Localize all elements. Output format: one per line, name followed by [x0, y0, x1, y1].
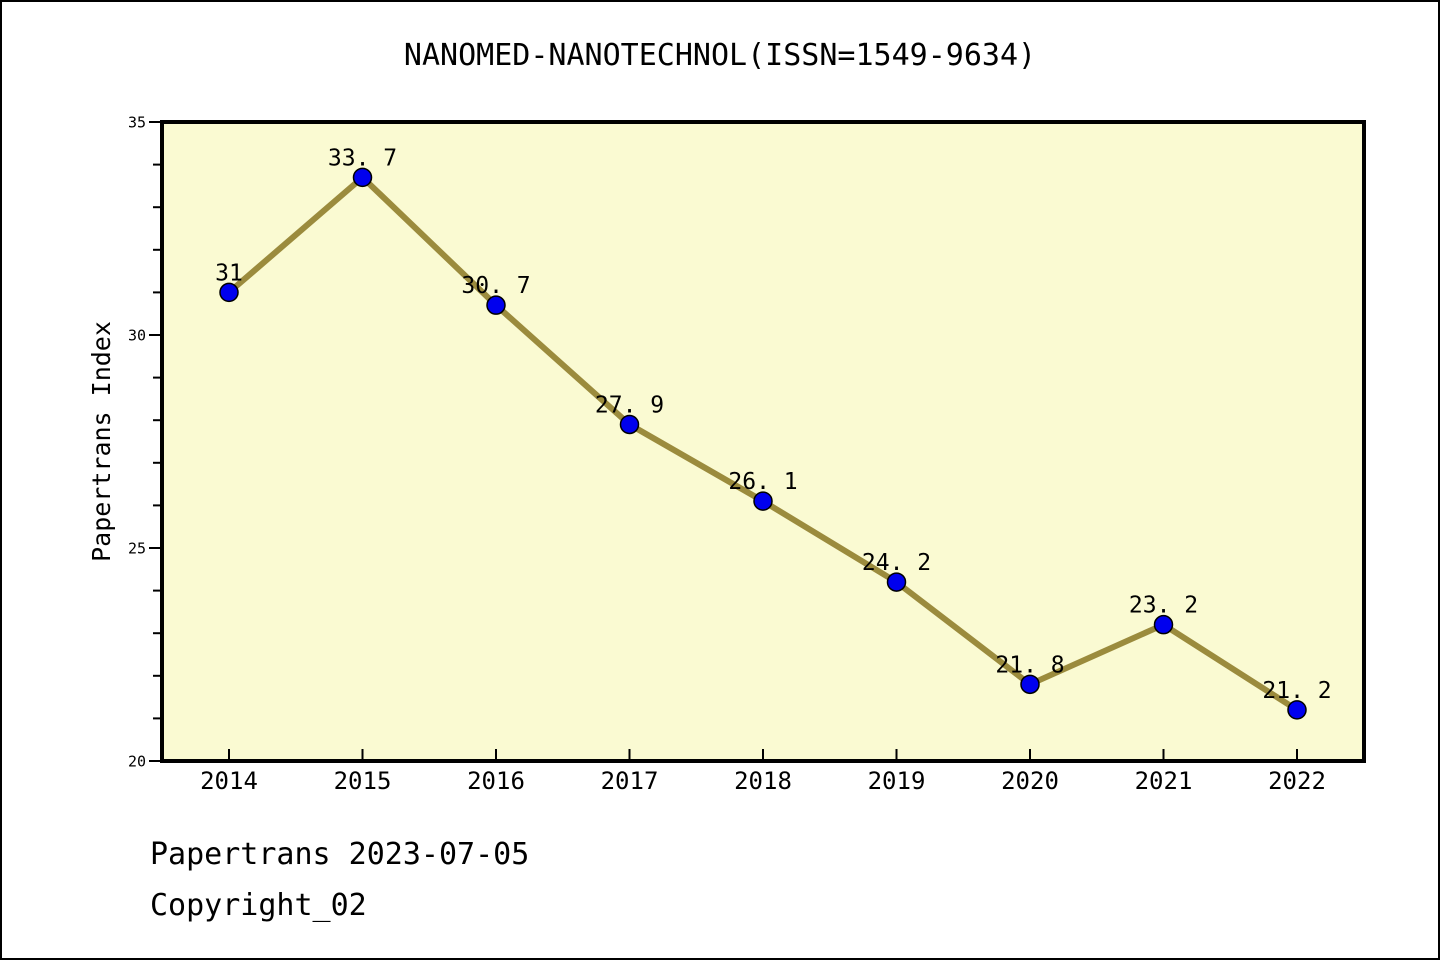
data-point [219, 282, 239, 303]
footer-copyright: Copyright_02 [150, 888, 367, 923]
data-point-label: 27. 9 [595, 392, 664, 418]
x-tick-label: 2022 [1268, 767, 1326, 795]
x-tick-label: 2017 [601, 767, 659, 795]
x-tick-label: 2018 [734, 767, 792, 795]
y-tick-label: 25 [128, 539, 146, 557]
data-point [1020, 674, 1040, 695]
y-tick-label: 20 [128, 752, 146, 770]
data-point-label: 26. 1 [728, 469, 797, 495]
data-point-label: 33. 7 [328, 145, 397, 171]
y-tick-label: 30 [128, 326, 146, 344]
footer-source-date: Papertrans 2023-07-05 [150, 837, 530, 872]
plot-area [160, 120, 1366, 763]
data-point [1287, 700, 1307, 720]
data-point [619, 414, 640, 435]
data-point [352, 167, 373, 188]
x-tick-label: 2015 [334, 767, 392, 795]
y-tick-label: 35 [128, 113, 146, 131]
chart-title: NANOMED-NANOTECHNOL(ISSN=1549-9634) [403, 38, 1037, 73]
x-tick-label: 2016 [467, 767, 525, 795]
data-point-label: 31 [215, 260, 243, 286]
data-point-label: 21. 2 [1262, 678, 1331, 704]
data-point-label: 21. 8 [995, 652, 1064, 678]
data-point [753, 491, 773, 511]
data-point [1153, 614, 1174, 635]
data-point [486, 295, 506, 315]
x-tick-label: 2019 [868, 767, 926, 795]
data-point-label: 30. 7 [461, 273, 530, 299]
x-tick-label: 2021 [1135, 767, 1193, 795]
y-axis-label: Papertrans Index [87, 321, 116, 562]
data-point-label: 24. 2 [862, 550, 931, 576]
x-tick-label: 2014 [200, 767, 258, 795]
x-tick-label: 2020 [1001, 767, 1059, 795]
data-point-label: 23. 2 [1129, 593, 1198, 619]
data-point [886, 572, 907, 592]
